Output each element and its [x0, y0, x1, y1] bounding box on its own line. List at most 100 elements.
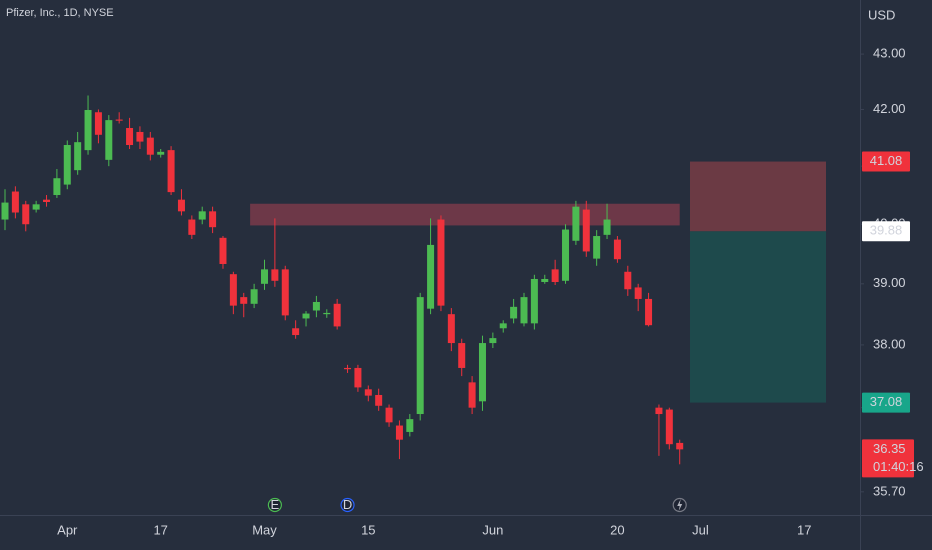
candle-body [665, 409, 673, 445]
stop-label: 41.08 [870, 153, 903, 168]
candle-body [406, 419, 414, 432]
candle-body [364, 389, 372, 396]
candle-body [1, 202, 9, 220]
candle-body [302, 313, 310, 319]
candle-body [468, 382, 476, 408]
candle-body [126, 128, 134, 146]
candle-body [655, 407, 663, 415]
candle-body [603, 219, 611, 235]
event-label: D [343, 497, 352, 512]
stop-label-box [862, 151, 910, 172]
candle-body [292, 328, 300, 336]
x-tick-label: 17 [797, 522, 811, 537]
candle-body [489, 338, 497, 344]
candle-body [634, 287, 642, 299]
candle-body [11, 191, 19, 213]
y-tick-label: 38.00 [873, 336, 906, 351]
candle-body [22, 204, 30, 225]
x-tick-label: 17 [153, 522, 167, 537]
candle-body [478, 343, 486, 402]
candle-body [572, 206, 580, 241]
event-label: E [271, 497, 280, 512]
candle-body [375, 394, 383, 406]
candle-body [136, 131, 144, 142]
target-zone [690, 231, 826, 403]
target-label: 37.08 [870, 394, 903, 409]
candle-body [676, 442, 684, 450]
candle-body [229, 274, 237, 306]
candle-body [240, 297, 248, 304]
candle-body [551, 269, 559, 283]
target-label-box [862, 392, 910, 413]
event-icon [340, 497, 355, 513]
y-tick-label: 43.00 [873, 46, 906, 61]
candle-body [333, 303, 341, 327]
candle-body [447, 314, 455, 344]
chart-title: Pfizer, Inc., 1D, NYSE [6, 7, 114, 19]
candle-body [63, 145, 71, 185]
candle-body [167, 150, 175, 193]
candle-body [43, 199, 51, 202]
candle-body [177, 199, 185, 212]
x-tick-label: Jul [692, 522, 709, 537]
candle-body [427, 244, 435, 309]
candle-body [105, 120, 113, 160]
candle-body [354, 367, 362, 388]
candle-body [219, 237, 227, 264]
candle-body [530, 278, 538, 324]
lightning-icon [677, 499, 683, 511]
candle-body [271, 269, 279, 281]
candle-body [541, 278, 549, 283]
candle-body [74, 142, 82, 171]
candle-body [624, 271, 632, 290]
candle-body [261, 269, 268, 284]
candle-body [582, 209, 590, 252]
candle-body [395, 425, 403, 440]
y-tick-label: 39.00 [873, 275, 906, 290]
candle-body [323, 312, 331, 315]
candle-body [344, 367, 352, 370]
candle-body [613, 239, 621, 260]
x-tick-label: 20 [610, 522, 624, 537]
countdown: 01:40:16 [873, 459, 924, 474]
event-icon [267, 497, 282, 513]
candle-body [188, 219, 196, 235]
candle-body [53, 178, 61, 196]
candle-body [94, 112, 102, 135]
stop-zone [690, 161, 826, 232]
candle-body [499, 323, 507, 329]
candle-body [32, 204, 40, 210]
currency: USD [868, 7, 895, 22]
x-tick-label: Jun [482, 522, 503, 537]
candle-body [645, 298, 653, 326]
y-tick-label: 42.00 [873, 101, 906, 116]
candle-body [198, 211, 206, 220]
x-tick-label: 15 [361, 522, 375, 537]
candle-body [312, 301, 320, 311]
candle-body [209, 211, 217, 228]
candle-body [84, 110, 92, 151]
resistance-zone [250, 203, 680, 226]
x-tick-label: May [252, 522, 277, 537]
candle-body [157, 151, 165, 155]
candle-body [115, 119, 123, 121]
candle-body [437, 219, 445, 306]
x-tick-label: Apr [57, 522, 78, 537]
entry-label: 39.88 [870, 223, 903, 238]
candle-body [458, 343, 466, 368]
entry-label-box [862, 221, 910, 242]
candle-body [510, 306, 518, 319]
candle-body [593, 236, 601, 259]
last-price-label: 36.35 [873, 441, 906, 456]
last-price-box [862, 439, 914, 478]
candle-body [250, 289, 258, 304]
candle-body [146, 137, 154, 155]
candle-body [385, 407, 393, 423]
candle-body [416, 297, 424, 415]
candle-body [281, 269, 289, 316]
candle-body [562, 229, 570, 281]
y-tick-label: 35.70 [873, 483, 906, 498]
candle-body [520, 297, 528, 324]
